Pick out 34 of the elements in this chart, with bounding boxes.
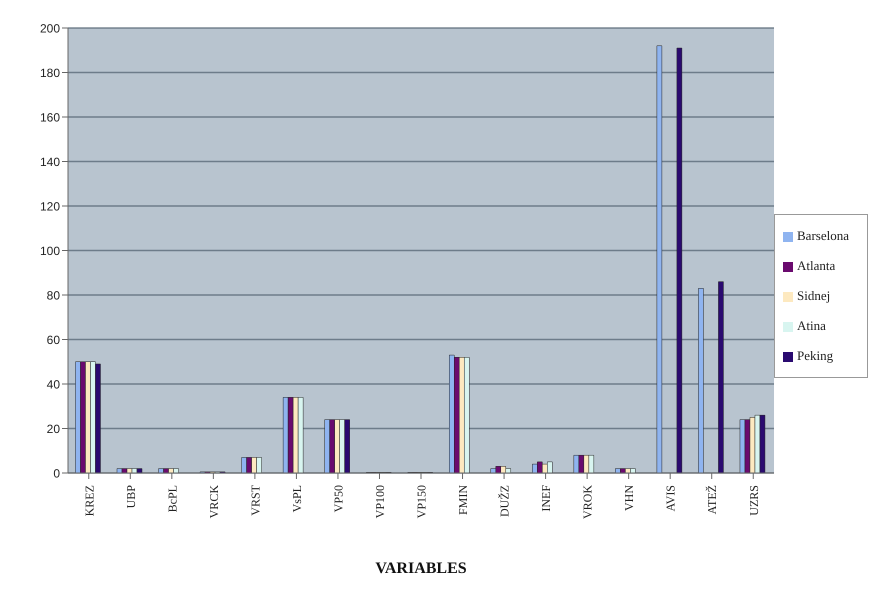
x-tick-label: BcPL — [165, 485, 180, 512]
x-tick-label: VP100 — [372, 485, 387, 518]
x-tick-label: VRST — [248, 484, 262, 516]
y-tick-label: 140 — [40, 154, 60, 169]
y-tick-label: 0 — [53, 466, 60, 480]
legend-label: Peking — [797, 348, 834, 362]
x-tick-label: VHN — [622, 484, 636, 511]
x-tick-label: FMIN — [456, 484, 470, 516]
x-tick-label: VRCK — [206, 484, 221, 518]
x-tick-label: INEF — [539, 484, 554, 512]
x-tick-label: KREZ — [82, 485, 96, 516]
y-tick-label: 120 — [40, 199, 60, 214]
y-tick-label: 200 — [40, 21, 60, 36]
x-axis-title: VARIABLES — [375, 560, 467, 577]
y-tick-label: 20 — [46, 422, 60, 436]
y-tick-label: 100 — [40, 244, 60, 258]
x-tick-label: UZRS — [746, 485, 761, 516]
x-tick-label: VP50 — [331, 485, 346, 512]
x-tick-label: DUŽZ — [498, 485, 512, 517]
legend-label: Sidnej — [797, 288, 830, 302]
legend-label: Atlanta — [797, 258, 836, 272]
y-tick-label: 60 — [46, 332, 60, 347]
y-tick-label: 180 — [40, 66, 60, 80]
x-tick-label: UBP — [124, 484, 138, 508]
y-tick-label: 40 — [46, 377, 60, 392]
y-tick-label: 80 — [46, 288, 60, 302]
legend-label: Barselona — [797, 228, 849, 242]
legend-label: Atina — [797, 318, 826, 332]
x-tick-label: VsPL — [290, 485, 304, 512]
y-tick-label: 160 — [40, 110, 60, 124]
x-tick-label: ATEŽ — [705, 485, 720, 514]
x-tick-label: VP150 — [414, 485, 429, 518]
x-tick-label: VROK — [580, 484, 595, 520]
x-tick-label: AVIS — [664, 485, 678, 512]
